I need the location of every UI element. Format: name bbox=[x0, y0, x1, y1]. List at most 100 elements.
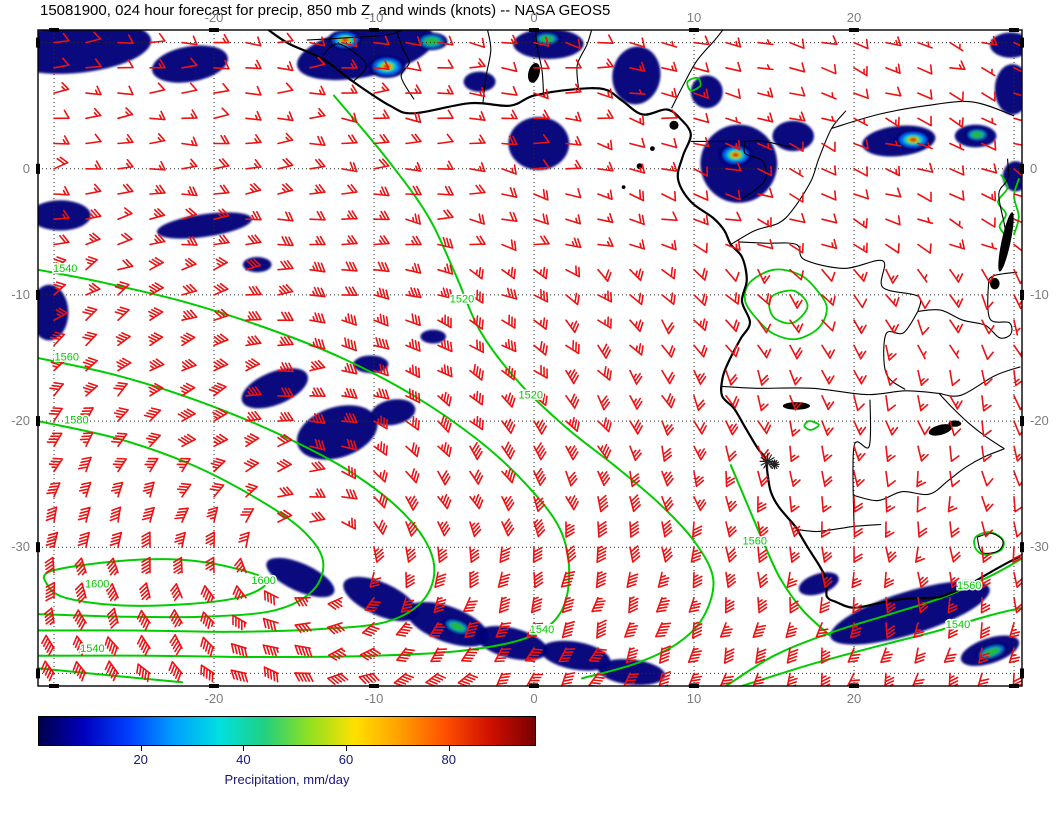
tick-mark-bottom bbox=[369, 684, 379, 688]
figure-title: 15081900, 024 hour forecast for precip, … bbox=[40, 2, 611, 19]
precip-cell bbox=[772, 120, 814, 152]
island bbox=[650, 146, 655, 152]
tick-mark-right bbox=[1020, 163, 1024, 174]
contour-1540 bbox=[741, 606, 1022, 686]
y-tick-label-right: -20 bbox=[1030, 413, 1049, 428]
precip-cell bbox=[38, 284, 69, 341]
y-tick-label-right: -30 bbox=[1030, 539, 1049, 554]
tick-mark-top bbox=[1009, 28, 1019, 32]
tick-mark-left bbox=[36, 289, 40, 300]
precip-cell bbox=[449, 622, 466, 632]
country-border bbox=[938, 366, 1021, 397]
country-border bbox=[917, 271, 1018, 339]
contour-label: 1600 bbox=[251, 575, 275, 587]
precip-cell bbox=[343, 576, 418, 622]
colorbar-tick-mark bbox=[140, 746, 142, 751]
tick-mark-left bbox=[36, 542, 40, 553]
contour-1580 bbox=[38, 420, 325, 619]
contour-1560 bbox=[729, 464, 831, 637]
precip-cell bbox=[994, 64, 1022, 115]
colorbar-label: Precipitation, mm/day bbox=[224, 772, 350, 787]
tick-mark-right bbox=[1020, 289, 1024, 300]
tick-mark-bottom bbox=[49, 684, 59, 688]
tick-mark-right bbox=[1020, 542, 1024, 553]
terrain-contour bbox=[1013, 178, 1020, 236]
precip-cell bbox=[970, 131, 984, 139]
lake bbox=[990, 277, 1000, 290]
colorbar-tick-label: 40 bbox=[236, 752, 251, 767]
contour-label: 1540 bbox=[946, 619, 970, 631]
tick-mark-top bbox=[689, 28, 699, 32]
precip-cell bbox=[830, 581, 990, 645]
tick-mark-top bbox=[529, 28, 539, 32]
y-tick-label-left: 0 bbox=[23, 161, 30, 176]
country-border bbox=[395, 30, 415, 100]
precip-cell bbox=[353, 355, 389, 374]
contour-label: 1580 bbox=[64, 415, 88, 427]
colorbar-tick-label: 60 bbox=[338, 752, 354, 767]
x-tick-label-bottom: 20 bbox=[847, 691, 861, 706]
contour-label: 1600 bbox=[85, 579, 109, 591]
contour-1560 bbox=[38, 357, 436, 633]
contour-1540 bbox=[38, 268, 571, 659]
precip-cell bbox=[38, 30, 152, 74]
graticule bbox=[38, 30, 1022, 686]
terrain-contour bbox=[768, 289, 809, 325]
x-tick-label-bottom: 10 bbox=[687, 691, 701, 706]
axis-ticks bbox=[36, 28, 1024, 688]
lake bbox=[928, 424, 953, 436]
x-tick-label-bottom: -10 bbox=[365, 691, 384, 706]
terrain-contour bbox=[803, 420, 820, 431]
country-border bbox=[721, 385, 939, 396]
country-border bbox=[671, 30, 724, 109]
tick-mark-top bbox=[209, 28, 219, 32]
lake bbox=[998, 212, 1014, 272]
country-border bbox=[853, 448, 1005, 502]
contour-label: 1560 bbox=[55, 352, 79, 364]
y-tick-label-right: -10 bbox=[1030, 287, 1049, 302]
lake bbox=[782, 402, 811, 410]
marker-spoke bbox=[769, 461, 780, 468]
colorbar-tick-mark bbox=[448, 746, 450, 751]
tick-mark-left bbox=[36, 668, 40, 679]
axis-tick-labels: -20 -20 -10 -10 0 0 10 10 20 20 0 0 -10 -10 -20 -20 -30 -… bbox=[11, 10, 1049, 706]
tick-mark-bottom bbox=[849, 684, 859, 688]
precip-cell bbox=[909, 137, 917, 142]
tick-mark-top bbox=[849, 28, 859, 32]
colorbar-tick-mark bbox=[243, 746, 245, 751]
colorbar-tick-label: 20 bbox=[133, 752, 148, 767]
x-tick-label-top: -20 bbox=[205, 10, 224, 25]
x-tick-label-bottom: 0 bbox=[530, 691, 537, 706]
precip-cell bbox=[156, 212, 252, 239]
contour-labels: 1520 1520 1540 1540 1540 1540 1560 1560 1560 1580… bbox=[51, 262, 982, 657]
y-tick-label-right: 0 bbox=[1030, 161, 1037, 176]
x-tick-label-top: 10 bbox=[687, 10, 701, 25]
contour-1560 bbox=[725, 557, 1022, 686]
contour-1520 bbox=[333, 94, 715, 680]
x-tick-label-top: 20 bbox=[847, 10, 861, 25]
precip-cell bbox=[463, 71, 496, 92]
tick-mark-bottom bbox=[689, 684, 699, 688]
precip-cell bbox=[423, 36, 440, 47]
island bbox=[621, 185, 626, 190]
tick-mark-left bbox=[36, 416, 40, 427]
forecast-map: 1520 1520 1540 1540 1540 1540 1560 1560 1560 1580… bbox=[11, 10, 1049, 706]
terrain-contour bbox=[743, 268, 828, 341]
terrain-contour bbox=[686, 76, 702, 92]
contour-label: 1560 bbox=[957, 580, 981, 592]
tick-mark-left bbox=[36, 163, 40, 174]
country-border bbox=[938, 392, 1005, 450]
precip-cell bbox=[152, 45, 228, 83]
tick-mark-left bbox=[36, 37, 40, 48]
x-tick-label-bottom: -20 bbox=[205, 691, 224, 706]
tick-mark-right bbox=[1020, 416, 1024, 427]
precip-cell bbox=[266, 557, 335, 598]
colorbar-gradient bbox=[38, 716, 536, 746]
precip-cell bbox=[798, 572, 839, 596]
precip-cell bbox=[732, 152, 739, 158]
precip-cell bbox=[540, 640, 611, 671]
tick-mark-bottom bbox=[1009, 684, 1019, 688]
contour-label: 1520 bbox=[450, 294, 474, 306]
contour-label: 1540 bbox=[530, 624, 554, 636]
